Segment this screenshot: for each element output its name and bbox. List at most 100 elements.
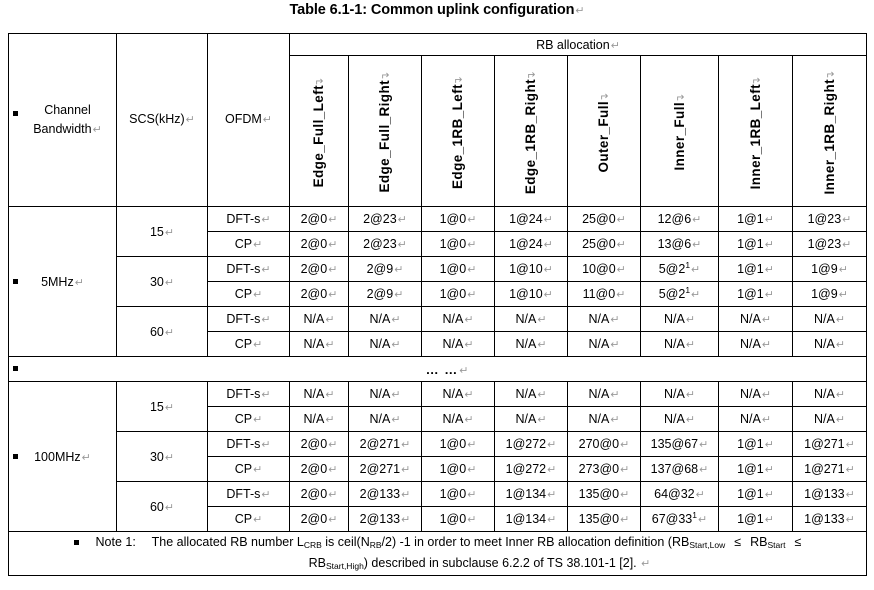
- paragraph-mark-icon: ↵: [525, 67, 536, 80]
- paragraph-mark-icon: ↵: [842, 239, 852, 251]
- paragraph-mark-icon: ↵: [452, 73, 463, 85]
- paragraph-mark-icon: ↵: [164, 276, 175, 289]
- paragraph-mark-icon: ↵: [261, 439, 271, 451]
- cell-edge-full-left: 2@0↵: [289, 506, 349, 532]
- cell-edge-full-left: 2@0↵: [289, 431, 349, 457]
- paragraph-mark-icon: ↵: [761, 339, 772, 351]
- table-row: 100MHz↵ 15↵ DFT-s↵ N/A↵ N/A↵ N/A↵ N/A↵ N/A↵ N/A↵…: [8, 381, 867, 532]
- paragraph-mark-icon: ↵: [543, 239, 553, 251]
- row-header-ofdm: DFT-s↵: [207, 206, 290, 232]
- row-header-ofdm: DFT-s↵: [207, 381, 290, 407]
- table-row: CP↵ 2@0↵ 2@9↵ 1@0↵ 1@10↵ 11@0↵ 5@21↵ 1@1↵ 1@9↵: [9, 281, 867, 307]
- separator-cell: … …↵: [8, 356, 867, 382]
- cell-edge-full-right: 2@271↵: [348, 456, 422, 482]
- paragraph-mark-icon: ↵: [685, 339, 696, 351]
- cell-edge-1rb-left: 1@0↵: [421, 481, 495, 507]
- paragraph-mark-icon: ↵: [397, 239, 407, 251]
- cell-edge-1rb-right: 1@272↵: [494, 456, 568, 482]
- list-bullet-icon: [73, 539, 79, 545]
- header-label-edge-full-right: Edge_Full_Right↵: [377, 69, 393, 193]
- paragraph-mark-icon: ↵: [695, 489, 705, 501]
- table-row: 5MHz↵ 15↵ DFT-s↵ 2@0↵ 2@23↵ 1@0↵ 1@24↵ 25@0↵ 12@…: [8, 206, 867, 357]
- header-label-channel-bandwidth: Channel Bandwidth↵: [33, 102, 102, 136]
- paragraph-mark-icon: ↵: [838, 289, 848, 301]
- paragraph-mark-icon: ↵: [610, 414, 620, 426]
- paragraph-mark-icon: ↵: [391, 314, 401, 326]
- cell-inner-1rb-right: N/A↵: [792, 331, 867, 357]
- table-header-row-columns: Edge_Full_Left↵ Edge_Full_Right↵ Edge_1RB_…: [9, 55, 867, 207]
- header-label-inner-1rb-left: Inner_1RB_Left↵: [747, 72, 763, 190]
- cell-outer-full: 135@0↵: [567, 481, 641, 507]
- paragraph-mark-icon: ↵: [616, 239, 626, 251]
- cell-edge-full-right: N/A↵: [348, 406, 422, 432]
- cell-edge-full-left: 2@0↵: [289, 481, 349, 507]
- paragraph-mark-icon: ↵: [261, 489, 271, 501]
- separator-ellipsis: … …↵: [425, 361, 470, 377]
- header-label-edge-full-left: Edge_Full_Left↵: [311, 74, 327, 188]
- cell-inner-1rb-left: 1@1↵: [718, 206, 793, 232]
- paragraph-mark-icon: ↵: [761, 414, 772, 426]
- cell-edge-1rb-right: N/A↵: [494, 306, 568, 332]
- paragraph-mark-icon: ↵: [699, 439, 709, 451]
- paragraph-mark-icon: ↵: [845, 514, 855, 526]
- paragraph-mark-icon: ↵: [616, 289, 626, 301]
- paragraph-mark-icon: ↵: [610, 314, 620, 326]
- header-label-outer-full: Outer_Full↵: [596, 89, 612, 173]
- cell-inner-1rb-left: 1@1↵: [718, 281, 793, 307]
- row-header-ofdm: DFT-s↵: [207, 256, 290, 282]
- table-row: 30↵ DFT-s↵ 2@0↵ 2@271↵ 1@0↵ 1@272↵ 270@0↵ 135@6…: [9, 431, 867, 482]
- paragraph-mark-icon: ↵: [620, 489, 630, 501]
- cell-inner-full: 5@21↵: [640, 256, 719, 282]
- cell-edge-1rb-left: N/A↵: [421, 331, 495, 357]
- cell-edge-1rb-right: 1@134↵: [494, 506, 568, 532]
- cell-edge-1rb-left: 1@0↵: [421, 456, 495, 482]
- paragraph-mark-icon: ↵: [750, 72, 761, 85]
- cell-inner-1rb-left: 1@1↵: [718, 456, 793, 482]
- paragraph-mark-icon: ↵: [691, 289, 701, 301]
- cell-outer-full: N/A↵: [567, 406, 641, 432]
- cell-edge-1rb-right: 1@272↵: [494, 431, 568, 457]
- paragraph-mark-icon: ↵: [537, 414, 547, 426]
- cell-edge-1rb-right: N/A↵: [494, 331, 568, 357]
- paragraph-mark-icon: ↵: [835, 314, 846, 326]
- paragraph-mark-icon: ↵: [459, 364, 470, 377]
- subscript: Start,Low: [689, 540, 726, 550]
- row-header-scs: 60↵: [116, 481, 208, 532]
- header-cell-ofdm: OFDM↵: [207, 33, 290, 207]
- table-row: 60↵ DFT-s↵ N/A↵ N/A↵ N/A↵ N/A↵ N/A↵ N/A↵ N/A↵ N/A…: [9, 306, 867, 357]
- paragraph-mark-icon: ↵: [397, 214, 407, 226]
- paragraph-mark-icon: ↵: [467, 289, 477, 301]
- paragraph-mark-icon: ↵: [543, 214, 553, 226]
- paragraph-mark-icon: ↵: [641, 558, 651, 570]
- cell-edge-1rb-right: 1@24↵: [494, 231, 568, 257]
- table-header-row-group: Channel Bandwidth↵ SCS(kHz)↵ OFDM↵ RB alloca…: [8, 33, 867, 207]
- paragraph-mark-icon: ↵: [328, 239, 338, 251]
- cell-edge-full-left: 2@0↵: [289, 231, 349, 257]
- row-header-ofdm: CP↵: [207, 406, 290, 432]
- paragraph-mark-icon: ↵: [610, 389, 620, 401]
- cell-inner-1rb-right: N/A↵: [792, 406, 867, 432]
- cell-outer-full: 273@0↵: [567, 456, 641, 482]
- paragraph-mark-icon: ↵: [537, 339, 547, 351]
- paragraph-mark-icon: ↵: [685, 414, 696, 426]
- paragraph-mark-icon: ↵: [692, 239, 702, 251]
- cell-edge-1rb-left: 1@0↵: [421, 506, 495, 532]
- paragraph-mark-icon: ↵: [325, 314, 335, 326]
- header-cell-rb-allocation: RB allocation↵: [289, 33, 867, 56]
- cell-edge-1rb-left: 1@0↵: [421, 256, 495, 282]
- paragraph-mark-icon: ↵: [845, 489, 855, 501]
- paragraph-mark-icon: ↵: [467, 239, 477, 251]
- paragraph-mark-icon: ↵: [74, 276, 84, 289]
- cell-edge-1rb-right: 1@134↵: [494, 481, 568, 507]
- note-label: Note 1:: [95, 535, 136, 549]
- cell-outer-full: 25@0↵: [567, 206, 641, 232]
- paragraph-mark-icon: ↵: [401, 489, 411, 501]
- paragraph-mark-icon: ↵: [547, 439, 557, 451]
- list-bullet-icon: [13, 111, 18, 116]
- row-header-bandwidth: 100MHz↵: [8, 381, 117, 532]
- paragraph-mark-icon: ↵: [467, 514, 477, 526]
- cell-inner-1rb-left: 1@1↵: [718, 231, 793, 257]
- paragraph-mark-icon: ↵: [835, 389, 846, 401]
- row-header-ofdm: CP↵: [207, 456, 290, 482]
